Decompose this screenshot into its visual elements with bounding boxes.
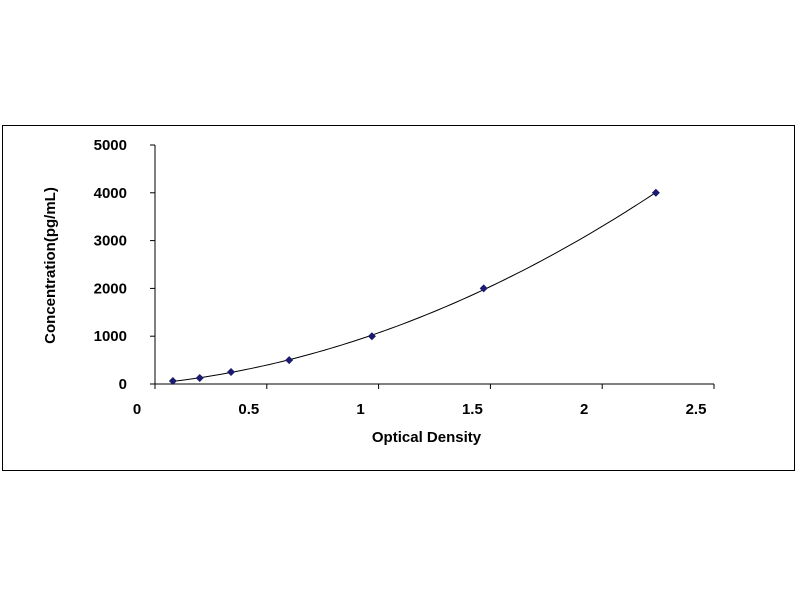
y-tick-label: 1000 (94, 328, 127, 345)
y-tick-label: 3000 (94, 233, 127, 250)
fit-curve (172, 192, 657, 382)
x-tick-labels: 0 0.5 1 1.5 2 2.5 (133, 401, 707, 418)
y-tick-label: 5000 (94, 137, 127, 154)
x-axis-title: Optical Density (372, 429, 482, 446)
x-tick-label: 2.5 (686, 401, 707, 418)
y-tick-labels: 0 1000 2000 3000 4000 5000 (94, 137, 127, 393)
x-tick-label: 1 (356, 401, 364, 418)
y-axis-title: Concentration(pg/mL) (42, 187, 59, 344)
data-point (168, 377, 177, 386)
y-tick-label: 4000 (94, 185, 127, 202)
data-point (195, 374, 204, 383)
axes (150, 144, 715, 389)
standard-curve-chart: 0 0.5 1 1.5 2 2.5 0 1000 2000 3000 4000 5000 Optic… (42, 137, 715, 446)
data-points (168, 188, 660, 386)
data-point (651, 188, 660, 197)
x-tick-label: 0.5 (238, 401, 259, 418)
y-tick-label: 0 (119, 376, 127, 393)
x-tick-label: 2 (580, 401, 588, 418)
data-point (479, 284, 488, 293)
fit-curve-group (172, 192, 657, 382)
y-tick-label: 2000 (94, 280, 127, 297)
chart-frame: 0 0.5 1 1.5 2 2.5 0 1000 2000 3000 4000 5000 Optic… (2, 125, 795, 471)
data-point (227, 368, 236, 377)
data-point (285, 356, 294, 365)
x-tick-label: 0 (133, 401, 141, 418)
x-tick-label: 1.5 (462, 401, 483, 418)
data-point (367, 332, 376, 341)
